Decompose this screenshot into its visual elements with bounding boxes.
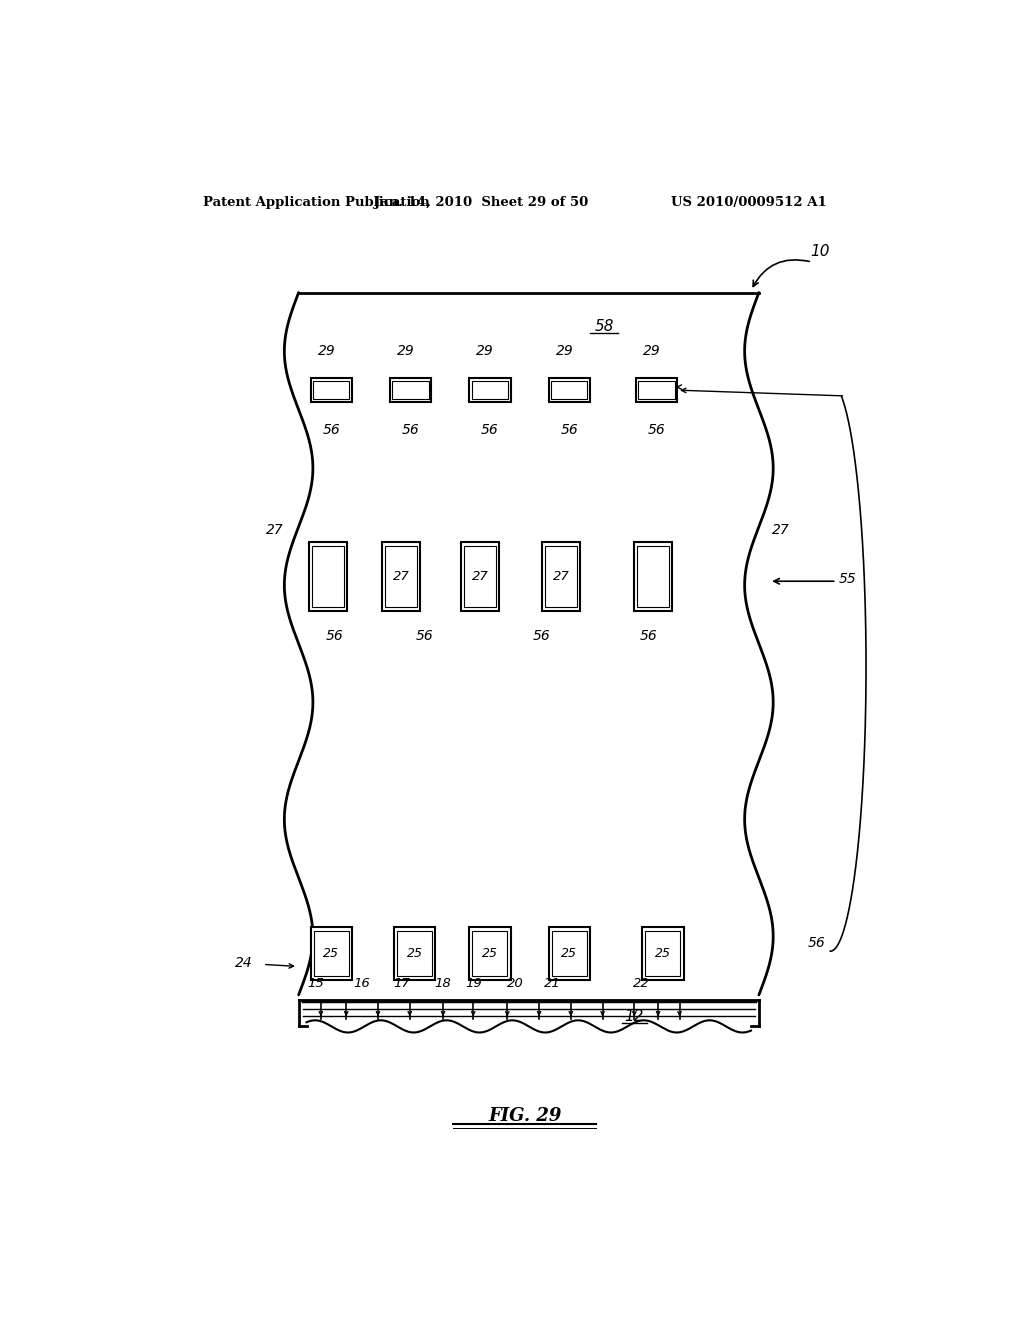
Text: 56: 56 xyxy=(807,936,825,950)
Text: 29: 29 xyxy=(397,343,415,358)
Bar xyxy=(310,378,352,403)
Text: 27: 27 xyxy=(772,523,790,536)
Text: 56: 56 xyxy=(401,422,420,437)
Bar xyxy=(636,378,677,403)
Text: 29: 29 xyxy=(317,343,335,358)
Text: 25: 25 xyxy=(561,946,578,960)
Text: 19: 19 xyxy=(466,977,482,990)
Bar xyxy=(313,381,349,399)
Text: 56: 56 xyxy=(481,422,499,437)
Text: 27: 27 xyxy=(472,570,488,582)
Text: 15: 15 xyxy=(307,977,324,990)
Text: 56: 56 xyxy=(560,422,579,437)
Text: 56: 56 xyxy=(323,422,340,437)
Bar xyxy=(469,378,511,403)
Bar xyxy=(397,931,432,975)
Text: 10: 10 xyxy=(810,244,829,260)
Text: 16: 16 xyxy=(353,977,371,990)
Text: 56: 56 xyxy=(640,630,657,643)
Bar xyxy=(390,378,431,403)
Text: 56: 56 xyxy=(647,422,666,437)
Bar xyxy=(642,927,684,979)
Text: 21: 21 xyxy=(544,977,561,990)
Text: 29: 29 xyxy=(476,343,494,358)
Bar xyxy=(546,545,578,607)
Bar xyxy=(638,545,670,607)
Text: 27: 27 xyxy=(392,570,410,582)
Text: 56: 56 xyxy=(326,630,343,643)
Text: 17: 17 xyxy=(393,977,411,990)
Bar xyxy=(461,541,500,611)
Text: 56: 56 xyxy=(416,630,434,643)
Text: Jan. 14, 2010  Sheet 29 of 50: Jan. 14, 2010 Sheet 29 of 50 xyxy=(374,195,588,209)
Bar xyxy=(312,545,344,607)
Text: 25: 25 xyxy=(324,946,339,960)
Text: 29: 29 xyxy=(556,343,573,358)
Text: Patent Application Publication: Patent Application Publication xyxy=(204,195,430,209)
Bar xyxy=(549,378,590,403)
Text: 29: 29 xyxy=(643,343,660,358)
Bar xyxy=(645,931,680,975)
Text: 20: 20 xyxy=(507,977,523,990)
Bar xyxy=(465,545,497,607)
Bar xyxy=(313,931,348,975)
Bar xyxy=(638,381,675,399)
Bar xyxy=(394,927,435,979)
Text: 22: 22 xyxy=(633,977,650,990)
Bar xyxy=(385,545,417,607)
Bar xyxy=(469,927,511,979)
Bar xyxy=(382,541,420,611)
Text: 25: 25 xyxy=(407,946,423,960)
Text: 58: 58 xyxy=(594,318,614,334)
Bar xyxy=(543,541,581,611)
Bar xyxy=(310,927,352,979)
Bar xyxy=(309,541,347,611)
Text: 27: 27 xyxy=(553,570,569,582)
Text: 18: 18 xyxy=(434,977,451,990)
Text: FIG. 29: FIG. 29 xyxy=(488,1107,561,1125)
Bar xyxy=(472,381,508,399)
Bar xyxy=(472,931,507,975)
Text: 12: 12 xyxy=(625,1008,644,1024)
Text: 55: 55 xyxy=(839,572,857,586)
Text: 24: 24 xyxy=(234,957,253,970)
Text: US 2010/0009512 A1: US 2010/0009512 A1 xyxy=(671,195,826,209)
Bar xyxy=(634,541,673,611)
Bar xyxy=(392,381,429,399)
Bar xyxy=(551,381,588,399)
FancyArrowPatch shape xyxy=(753,260,809,286)
Text: 25: 25 xyxy=(482,946,498,960)
Text: 56: 56 xyxy=(532,630,550,643)
Text: 27: 27 xyxy=(266,523,284,536)
Bar xyxy=(552,931,587,975)
Text: 25: 25 xyxy=(655,946,671,960)
Bar xyxy=(549,927,590,979)
